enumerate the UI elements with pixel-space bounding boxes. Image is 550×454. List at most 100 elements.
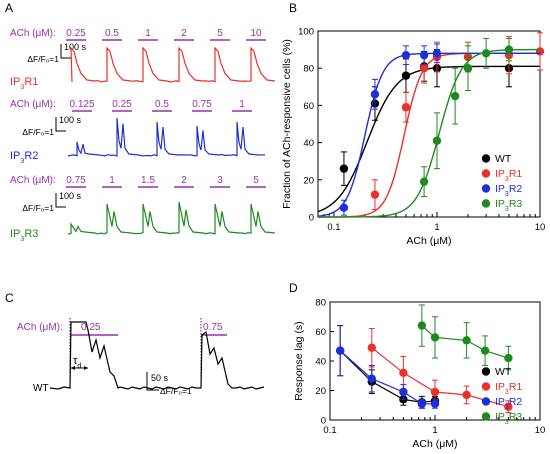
data-point-ip3r3 — [419, 177, 429, 186]
conc-label-ip3r1-5: 5 — [217, 28, 223, 39]
data-point-ip3r2 — [370, 90, 380, 99]
conc-label-ip3r1-10: 10 — [250, 28, 262, 39]
trace-ip3r2 — [67, 117, 266, 157]
panel-d-letter: D — [289, 281, 298, 295]
conc-label-ip3r1-0-5: 0.5 — [105, 28, 119, 39]
stim-prefix-ip3r2: ACh (μM): — [10, 99, 56, 110]
trace-label-ip3r3: IP3R3 — [10, 228, 38, 243]
panel-d: D 0 20 40 60 80 0.1 1 10 ACh (μM) Response lag (s)… — [289, 281, 545, 450]
conc-label-ip3r2-1: 1 — [239, 99, 245, 110]
conc-label-ip3r2-0-25: 0.25 — [112, 99, 132, 110]
data-point-ip3r2 — [432, 49, 442, 58]
panel-c-trace — [49, 321, 265, 390]
data-point-ip3r3 — [504, 45, 514, 54]
data-point-ip3r2 — [430, 399, 440, 408]
data-point-ip3r2 — [399, 387, 408, 397]
data-point-ip3r1 — [399, 368, 408, 377]
x-axis-label: ACh (μM) — [412, 438, 457, 450]
legend-label-ip3r2: IP3R2 — [495, 396, 522, 411]
legend-label-ip3r1: IP3R1 — [495, 381, 522, 396]
scale-time-ip3r2: 100 s — [59, 115, 82, 125]
y-tick-label: 60 — [303, 101, 314, 112]
series-line-ip3r2 — [339, 350, 435, 405]
data-point-ip3r3 — [504, 353, 513, 363]
data-point-ip3r2 — [417, 399, 427, 408]
data-point-ip3r3 — [480, 346, 490, 355]
data-point-ip3r1 — [535, 47, 545, 56]
panel-c-conc-1: 0.25 — [81, 322, 101, 333]
conc-label-ip3r2-0-75: 0.75 — [192, 99, 212, 110]
data-point-ip3r1 — [462, 390, 471, 400]
legend-label-ip3r2: IP3R2 — [495, 183, 522, 198]
legend-marker-ip3r3 — [481, 199, 491, 208]
panel-c-letter: C — [5, 291, 14, 305]
conc-label-ip3r3-0-75: 0.75 — [66, 175, 86, 186]
x-tick-label: 0.1 — [323, 425, 336, 436]
conc-label-ip3r3-5: 5 — [253, 175, 259, 186]
legend-label-wt: WT — [495, 153, 512, 165]
conc-label-ip3r1-2: 2 — [181, 28, 187, 39]
stim-prefix-ip3r3: ACh (μM): — [10, 175, 56, 186]
y-tick-label: 0 — [309, 213, 314, 224]
legend-marker-ip3r3 — [481, 412, 491, 421]
data-point-ip3r3 — [463, 63, 473, 73]
fit-curve-ip3r2 — [317, 52, 540, 217]
chart-frame — [317, 30, 541, 218]
scale-ratio-ip3r2: ΔF/F₀=1 — [22, 127, 54, 137]
data-point-ip3r3 — [432, 136, 442, 145]
data-point-ip3r3 — [481, 49, 491, 58]
conc-label-ip3r3-1: 1 — [109, 175, 115, 186]
data-point-ip3r1 — [430, 387, 440, 397]
legend-marker-ip3r1 — [481, 169, 491, 178]
legend-marker-ip3r1 — [481, 382, 491, 391]
legend-marker-wt — [481, 367, 491, 376]
y-tick-label: 20 — [315, 386, 326, 397]
scale-bar-ip3r2 — [55, 117, 66, 132]
x-tick-label: 10 — [535, 425, 546, 436]
y-tick-label: 40 — [315, 357, 326, 368]
data-point-ip3r2 — [367, 374, 376, 383]
y-tick-label: 60 — [315, 327, 326, 338]
scale-ratio-ip3r1: ΔF/F₀=1 — [27, 54, 59, 64]
y-tick-label: 100 — [298, 27, 314, 38]
y-tick-label: 20 — [303, 175, 314, 186]
data-point-ip3r2 — [419, 50, 429, 60]
y-tick-label: 80 — [315, 298, 326, 309]
data-point-ip3r2 — [339, 203, 349, 212]
panel-c-scale-time: 50 s — [151, 373, 169, 383]
panel-c-scale-ratio: ΔF/F₀=1 — [160, 386, 192, 396]
panel-c: C ACh (μM): 0.25 0.75 τd 50 s ΔF/F₀=1 WT — [5, 291, 265, 396]
series-line-wt — [339, 350, 436, 403]
panel-a-letter: A — [5, 1, 13, 15]
x-tick-label: 1 — [432, 425, 437, 436]
tau-label: τd — [73, 355, 81, 370]
fit-curve-ip3r3 — [318, 48, 540, 218]
legend-label-ip3r3: IP3R3 — [495, 411, 522, 426]
y-axis-label: Fraction of ACh-responsive cells (%) — [281, 39, 293, 209]
y-axis-label: Response lag (s) — [293, 321, 305, 400]
trace-label-ip3r2: IP3R2 — [10, 150, 38, 165]
data-point-wt — [339, 164, 349, 173]
data-point-ip3r3 — [417, 321, 427, 330]
trace-ip3r3 — [67, 201, 276, 235]
tau-arrow-heads — [71, 366, 88, 370]
legend-label-ip3r1: IP3R1 — [495, 168, 522, 183]
legend-marker-ip3r2 — [481, 184, 491, 193]
panel-c-scale-bar — [146, 372, 159, 391]
y-tick-label: 40 — [303, 138, 314, 149]
legend-marker-ip3r2 — [481, 397, 491, 406]
data-point-ip3r1 — [401, 103, 411, 112]
x-axis-label: ACh (μM) — [406, 235, 451, 247]
scale-bar-ip3r3 — [55, 193, 66, 208]
data-point-ip3r3 — [430, 333, 440, 342]
scale-bar-ip3r1 — [60, 44, 71, 59]
trace-ip3r1 — [70, 46, 276, 83]
legend-label-ip3r3: IP3R3 — [495, 198, 522, 213]
conc-label-ip3r1-1: 1 — [145, 28, 151, 39]
data-point-ip3r1 — [419, 63, 429, 73]
stim-prefix-ip3r1: ACh (μM): — [10, 28, 56, 39]
y-tick-label: 0 — [321, 416, 326, 427]
panel-b-letter: B — [289, 1, 297, 15]
